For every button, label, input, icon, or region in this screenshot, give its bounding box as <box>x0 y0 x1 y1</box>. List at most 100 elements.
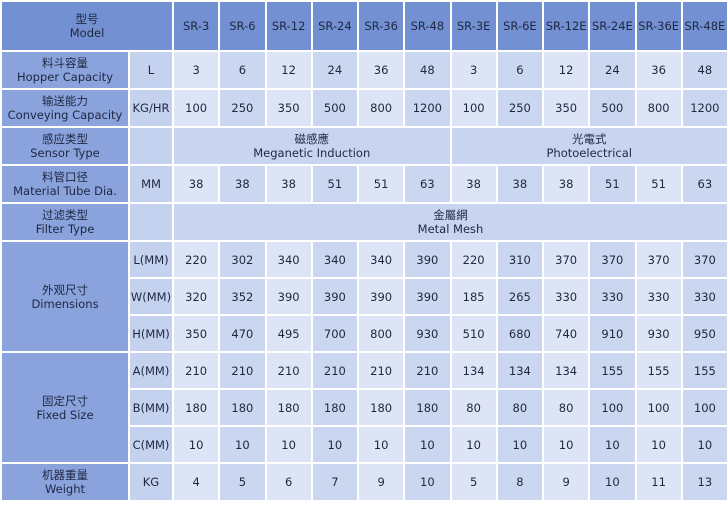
header-row: 型号 Model SR-3 SR-6 SR-12 SR-24 SR-36 SR-48 SR-3E… <box>0 0 727 52</box>
value: 10 <box>373 437 389 452</box>
span-cell: 磁感應 Meganetic Induction <box>172 126 452 166</box>
value-cell: 180 <box>403 388 452 427</box>
row-label-cn: 过滤类型 <box>42 208 88 222</box>
value-cell: 10 <box>403 462 452 502</box>
value: 3 <box>192 63 200 77</box>
value-cell: 12 <box>264 50 313 90</box>
model-cell: SR-6 <box>218 0 267 52</box>
value-cell: 495 <box>264 314 313 353</box>
value-cell: 48 <box>680 50 727 90</box>
value: 24 <box>327 63 343 77</box>
value-cell: 210 <box>218 351 267 390</box>
unit-cell <box>128 126 174 166</box>
value-cell: 330 <box>634 277 683 316</box>
model-cell: SR-12 <box>264 0 313 52</box>
value: 5 <box>238 475 247 489</box>
value-cell: 9 <box>541 462 591 502</box>
value: 10 <box>697 437 713 452</box>
model-name: SR-12 <box>271 19 306 33</box>
value: 155 <box>647 363 670 378</box>
value: 370 <box>601 252 624 267</box>
value-cell: 370 <box>541 240 591 279</box>
unit: B(MM) <box>132 400 170 415</box>
value-cell: 100 <box>680 388 727 427</box>
value-cell: 185 <box>449 277 498 316</box>
row: 过滤类型 Filter Type 金屬網 Metal Mesh <box>0 202 727 242</box>
value-cell: 7 <box>310 462 360 502</box>
value: 340 <box>323 252 346 267</box>
unit-cell: A(MM) <box>128 351 174 390</box>
value: 495 <box>277 326 300 341</box>
value-cell: 510 <box>449 314 498 353</box>
model-cell: SR-48E <box>680 0 727 52</box>
value-cell: 10 <box>449 425 498 464</box>
value: 13 <box>697 475 713 489</box>
value-cell: 330 <box>541 277 591 316</box>
value-cell: 370 <box>588 240 637 279</box>
row: C(MM) 10 10 10 10 10 10 10 10 10 10 10 10 <box>1 425 727 464</box>
unit: KG <box>142 475 160 489</box>
value: 220 <box>185 252 208 267</box>
value-cell: 4 <box>171 462 221 502</box>
value-cell: 370 <box>680 240 727 279</box>
value-cell: 134 <box>495 351 545 390</box>
model-name: SR-24 <box>318 19 352 33</box>
value: 4 <box>192 475 200 489</box>
value: 10 <box>466 437 481 452</box>
value-cell: 930 <box>403 314 452 353</box>
value-cell: 24 <box>588 50 637 90</box>
value-cell: 10 <box>680 425 727 464</box>
unit-cell: H(MM) <box>128 314 174 353</box>
value-cell: 100 <box>171 88 221 128</box>
row-label-en: Sensor Type <box>30 146 100 160</box>
value: 800 <box>370 101 393 115</box>
model-cell: SR-3E <box>449 0 498 52</box>
value: 8 <box>516 475 524 489</box>
value-cell: 38 <box>171 164 221 204</box>
model-cell: SR-12E <box>541 0 591 52</box>
value-cell: 5 <box>218 462 267 502</box>
value: 250 <box>231 101 254 115</box>
value: 930 <box>647 326 670 341</box>
value: 63 <box>420 177 435 191</box>
value-cell: 36 <box>634 50 683 90</box>
value: 5 <box>469 475 478 489</box>
value-cell: 12 <box>541 50 591 90</box>
value-cell: 13 <box>680 462 727 502</box>
value-cell: 38 <box>449 164 498 204</box>
value-cell: 80 <box>495 388 545 427</box>
value-cell: 10 <box>356 425 406 464</box>
value-cell: 340 <box>264 240 313 279</box>
value-cell: 6 <box>264 462 313 502</box>
value: 180 <box>185 400 208 415</box>
value: 1200 <box>412 101 443 115</box>
value-cell: 740 <box>541 314 591 353</box>
value-cell: 700 <box>310 314 360 353</box>
value: 10 <box>605 475 620 489</box>
span-cell: 光電式 Photoelectrical <box>449 126 727 166</box>
row-label-en: Weight <box>44 482 86 496</box>
value: 80 <box>466 400 481 415</box>
model-name: SR-12E <box>545 19 587 33</box>
spec-table: 型号 Model SR-3 SR-6 SR-12 SR-24 SR-36 SR-48 SR-3E… <box>0 0 727 502</box>
value: 134 <box>508 363 531 378</box>
value: 302 <box>231 252 254 267</box>
row-label: 料管口径 Material Tube Dia. <box>0 164 130 204</box>
value: 38 <box>558 177 574 191</box>
value: 24 <box>605 63 620 77</box>
value-cell: 100 <box>449 88 498 128</box>
model-name: SR-48E <box>684 19 726 33</box>
value-cell: 350 <box>541 88 591 128</box>
value: 390 <box>416 289 439 304</box>
row: H(MM) 350 470 495 700 800 930 510 680 740 910 930 95… <box>1 314 727 353</box>
row-label-en: Filter Type <box>35 222 95 236</box>
value-cell: 10 <box>310 425 360 464</box>
unit-cell: MM <box>128 164 174 204</box>
span-text-cn: 金屬網 <box>433 208 468 222</box>
value: 12 <box>281 63 296 77</box>
value-cell: 38 <box>264 164 313 204</box>
value: 38 <box>188 177 204 191</box>
row-label-cn: 料管口径 <box>42 170 88 184</box>
value: 350 <box>555 101 578 115</box>
